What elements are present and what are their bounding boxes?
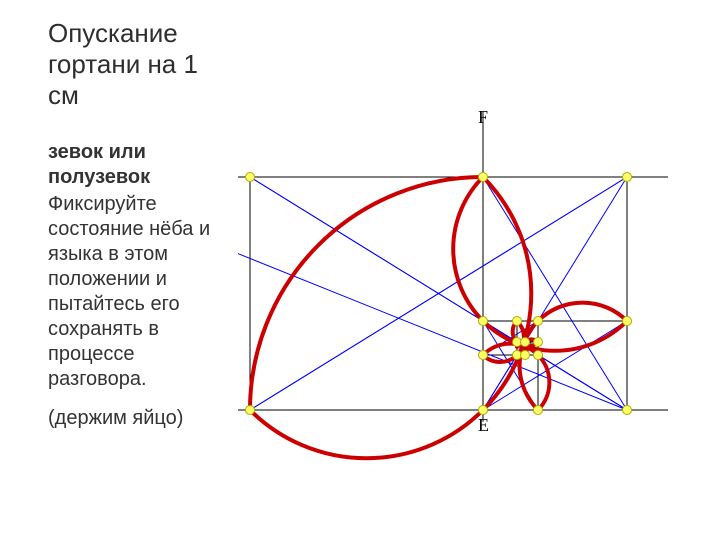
diagram-column: F E [230,0,720,540]
paren-note: (держим яйцо) [48,406,220,431]
subtitle-bold: зевок или полузевок [48,140,220,190]
point-label-f: F [478,107,488,128]
body-paragraph: Фиксируйте состояние нёба и языка в этом… [48,192,220,392]
text-column: Опускание гортани на 1 см зевок или полу… [0,0,230,540]
title: Опускание гортани на 1 см [48,18,220,112]
point-label-e: E [478,415,489,436]
golden-spiral-diagram: F E [238,32,668,462]
